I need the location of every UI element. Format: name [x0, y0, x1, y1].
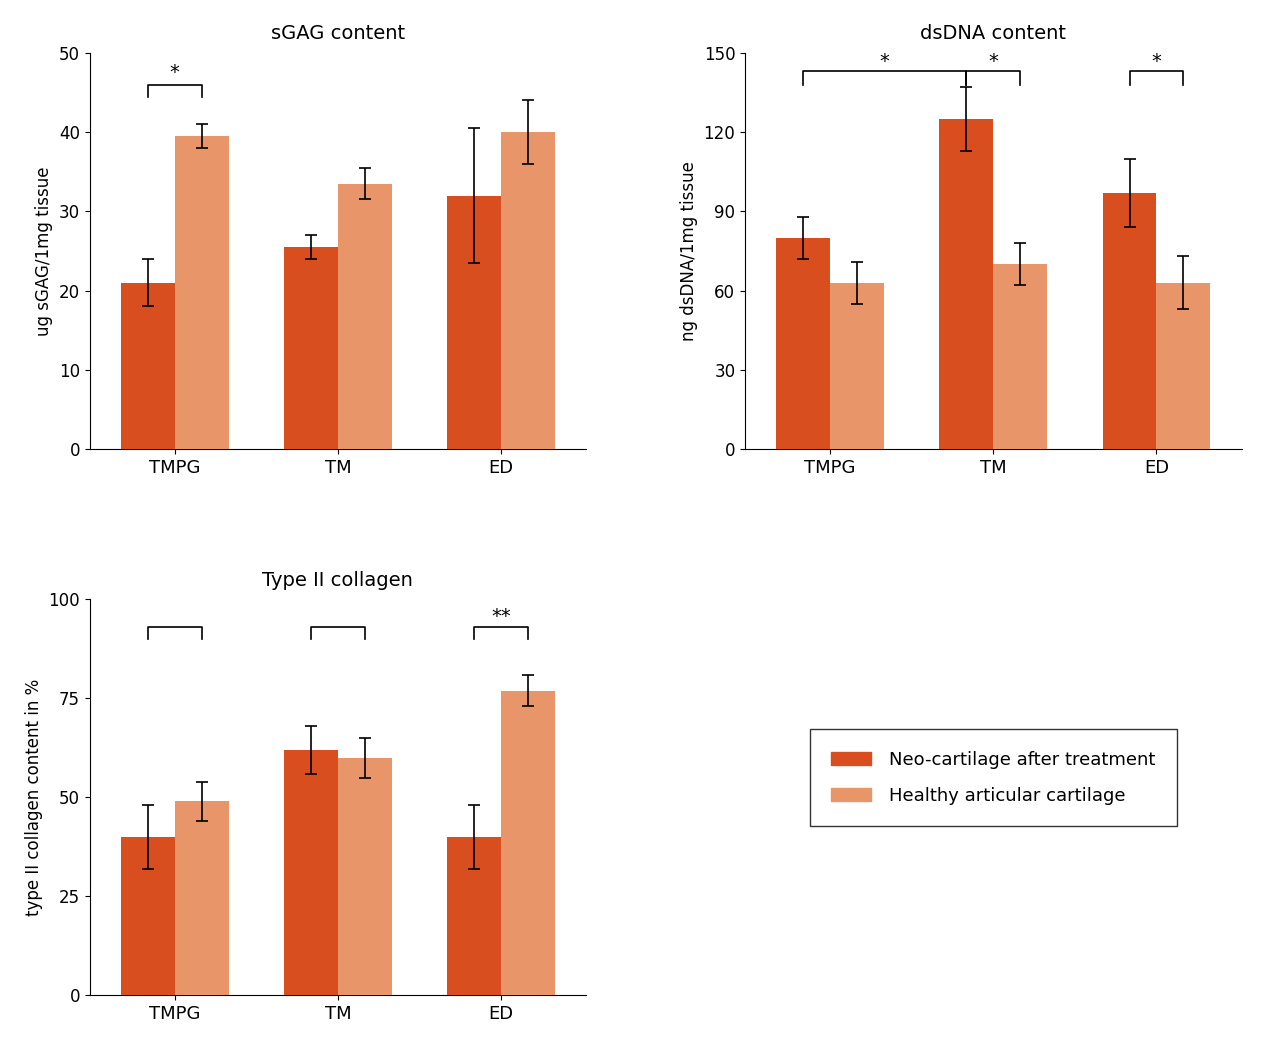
Text: *: * — [170, 64, 179, 83]
Bar — [120, 283, 175, 449]
Text: *: * — [1152, 52, 1161, 71]
Text: *: * — [988, 52, 998, 71]
Bar — [831, 283, 884, 449]
Y-axis label: type II collagen content in %: type II collagen content in % — [24, 679, 42, 916]
Bar — [338, 183, 392, 449]
Text: **: ** — [492, 607, 511, 626]
Text: *: * — [879, 52, 890, 71]
Bar — [175, 802, 229, 995]
Bar — [776, 238, 831, 449]
Bar — [284, 247, 338, 449]
Bar — [1102, 193, 1156, 449]
Bar — [338, 758, 392, 995]
Title: sGAG content: sGAG content — [271, 24, 404, 43]
Bar — [284, 750, 338, 995]
Bar — [940, 119, 993, 449]
Bar — [120, 837, 175, 995]
Bar — [500, 132, 556, 449]
Bar — [993, 264, 1047, 449]
Title: Type II collagen: Type II collagen — [262, 571, 413, 590]
Y-axis label: ug sGAG/1mg tissue: ug sGAG/1mg tissue — [35, 166, 54, 336]
Bar — [447, 196, 500, 449]
Title: dsDNA content: dsDNA content — [920, 24, 1066, 43]
Legend: Neo-cartilage after treatment, Healthy articular cartilage: Neo-cartilage after treatment, Healthy a… — [809, 729, 1178, 826]
Bar — [447, 837, 500, 995]
Bar — [1156, 283, 1211, 449]
Bar — [175, 137, 229, 449]
Bar — [500, 690, 556, 995]
Y-axis label: ng dsDNA/1mg tissue: ng dsDNA/1mg tissue — [680, 161, 698, 341]
